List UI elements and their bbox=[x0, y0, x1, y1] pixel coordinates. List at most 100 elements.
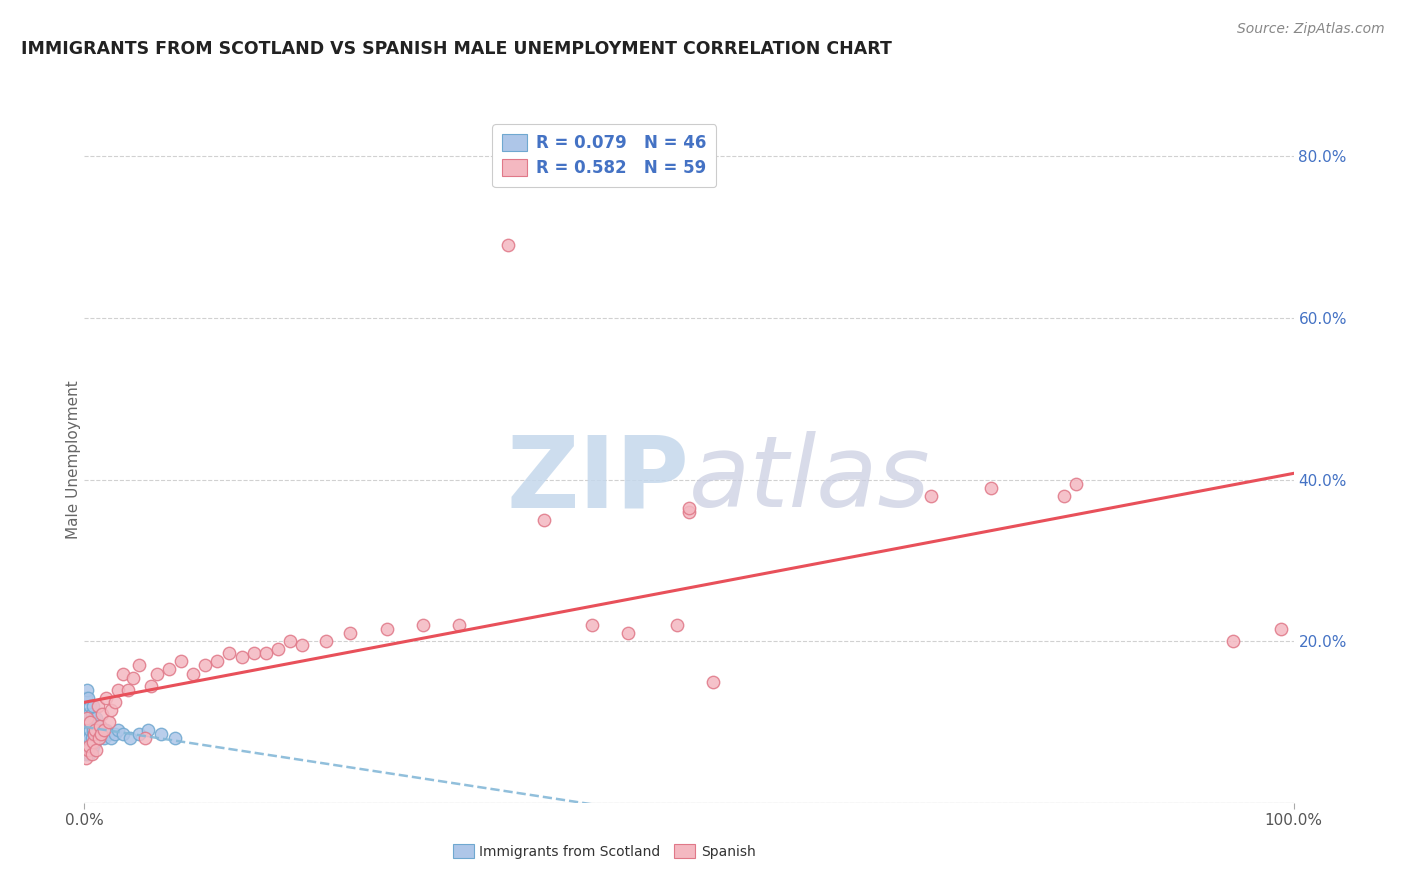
Point bbox=[1064, 476, 1087, 491]
Point bbox=[104, 727, 127, 741]
Point bbox=[77, 747, 100, 762]
Point bbox=[165, 731, 187, 746]
Point bbox=[82, 735, 104, 749]
Point bbox=[157, 663, 180, 677]
Point bbox=[449, 618, 471, 632]
Point bbox=[86, 698, 108, 713]
Point bbox=[94, 723, 117, 737]
Point bbox=[76, 706, 98, 721]
Point bbox=[533, 513, 555, 527]
Point bbox=[93, 731, 115, 746]
Point bbox=[79, 723, 101, 737]
Point bbox=[121, 671, 143, 685]
Point bbox=[581, 618, 603, 632]
Point bbox=[79, 714, 101, 729]
Point bbox=[104, 695, 127, 709]
Point bbox=[77, 706, 100, 721]
Point bbox=[1222, 634, 1244, 648]
Point bbox=[77, 739, 100, 754]
Point bbox=[146, 666, 169, 681]
Point bbox=[79, 739, 101, 754]
Point bbox=[128, 727, 150, 741]
Point bbox=[149, 727, 172, 741]
Point bbox=[75, 751, 97, 765]
Point bbox=[90, 727, 112, 741]
Point bbox=[1053, 489, 1076, 503]
Point bbox=[207, 654, 229, 668]
Point bbox=[980, 481, 1002, 495]
Point bbox=[94, 690, 117, 705]
Point bbox=[80, 731, 103, 746]
Point bbox=[77, 690, 100, 705]
Point bbox=[1270, 622, 1292, 636]
Point bbox=[82, 698, 104, 713]
Point bbox=[90, 727, 112, 741]
Text: atlas: atlas bbox=[689, 432, 931, 528]
Point bbox=[86, 727, 108, 741]
Point bbox=[617, 626, 640, 640]
Point bbox=[112, 727, 135, 741]
Point bbox=[91, 706, 114, 721]
Point bbox=[194, 658, 217, 673]
Point bbox=[678, 505, 700, 519]
Point bbox=[278, 634, 301, 648]
Point bbox=[79, 714, 101, 729]
Point bbox=[97, 727, 120, 741]
Point bbox=[79, 698, 101, 713]
Point bbox=[254, 646, 277, 660]
Point bbox=[87, 731, 110, 746]
Point bbox=[84, 719, 107, 733]
Point bbox=[242, 646, 264, 660]
Point bbox=[117, 682, 139, 697]
Point bbox=[84, 723, 107, 737]
Point bbox=[97, 714, 120, 729]
Point bbox=[107, 723, 129, 737]
Point bbox=[75, 690, 97, 705]
Point bbox=[412, 618, 434, 632]
Point bbox=[93, 723, 115, 737]
Point bbox=[375, 622, 398, 636]
Point bbox=[291, 638, 314, 652]
Point bbox=[86, 711, 108, 725]
Point bbox=[75, 714, 97, 729]
Point bbox=[181, 666, 204, 681]
Point bbox=[138, 723, 160, 737]
Point bbox=[134, 731, 156, 746]
Point bbox=[339, 626, 361, 640]
Point bbox=[83, 727, 105, 741]
Point bbox=[76, 682, 98, 697]
Text: Source: ZipAtlas.com: Source: ZipAtlas.com bbox=[1237, 22, 1385, 37]
Point bbox=[267, 642, 290, 657]
Point bbox=[76, 711, 98, 725]
Point bbox=[139, 679, 162, 693]
Text: IMMIGRANTS FROM SCOTLAND VS SPANISH MALE UNEMPLOYMENT CORRELATION CHART: IMMIGRANTS FROM SCOTLAND VS SPANISH MALE… bbox=[21, 40, 891, 58]
Point bbox=[100, 703, 122, 717]
Point bbox=[83, 727, 105, 741]
Point bbox=[77, 731, 100, 746]
Point bbox=[80, 743, 103, 757]
Point bbox=[678, 500, 700, 515]
Point bbox=[665, 618, 688, 632]
Point bbox=[89, 719, 111, 733]
Point bbox=[87, 731, 110, 746]
Point bbox=[80, 706, 103, 721]
Point bbox=[218, 646, 240, 660]
Point bbox=[82, 723, 104, 737]
Point bbox=[89, 719, 111, 733]
Point bbox=[170, 654, 193, 668]
Text: ZIP: ZIP bbox=[506, 432, 689, 528]
Point bbox=[112, 666, 135, 681]
Point bbox=[75, 747, 97, 762]
Point bbox=[82, 739, 104, 754]
Point bbox=[77, 714, 100, 729]
Point bbox=[920, 489, 942, 503]
Legend: Immigrants from Scotland, Spanish: Immigrants from Scotland, Spanish bbox=[447, 838, 761, 864]
Point bbox=[77, 743, 100, 757]
Point bbox=[86, 743, 108, 757]
Point bbox=[702, 674, 724, 689]
Y-axis label: Male Unemployment: Male Unemployment bbox=[66, 380, 80, 539]
Point bbox=[107, 682, 129, 697]
Point bbox=[83, 711, 105, 725]
Point bbox=[120, 731, 142, 746]
Point bbox=[94, 727, 117, 741]
